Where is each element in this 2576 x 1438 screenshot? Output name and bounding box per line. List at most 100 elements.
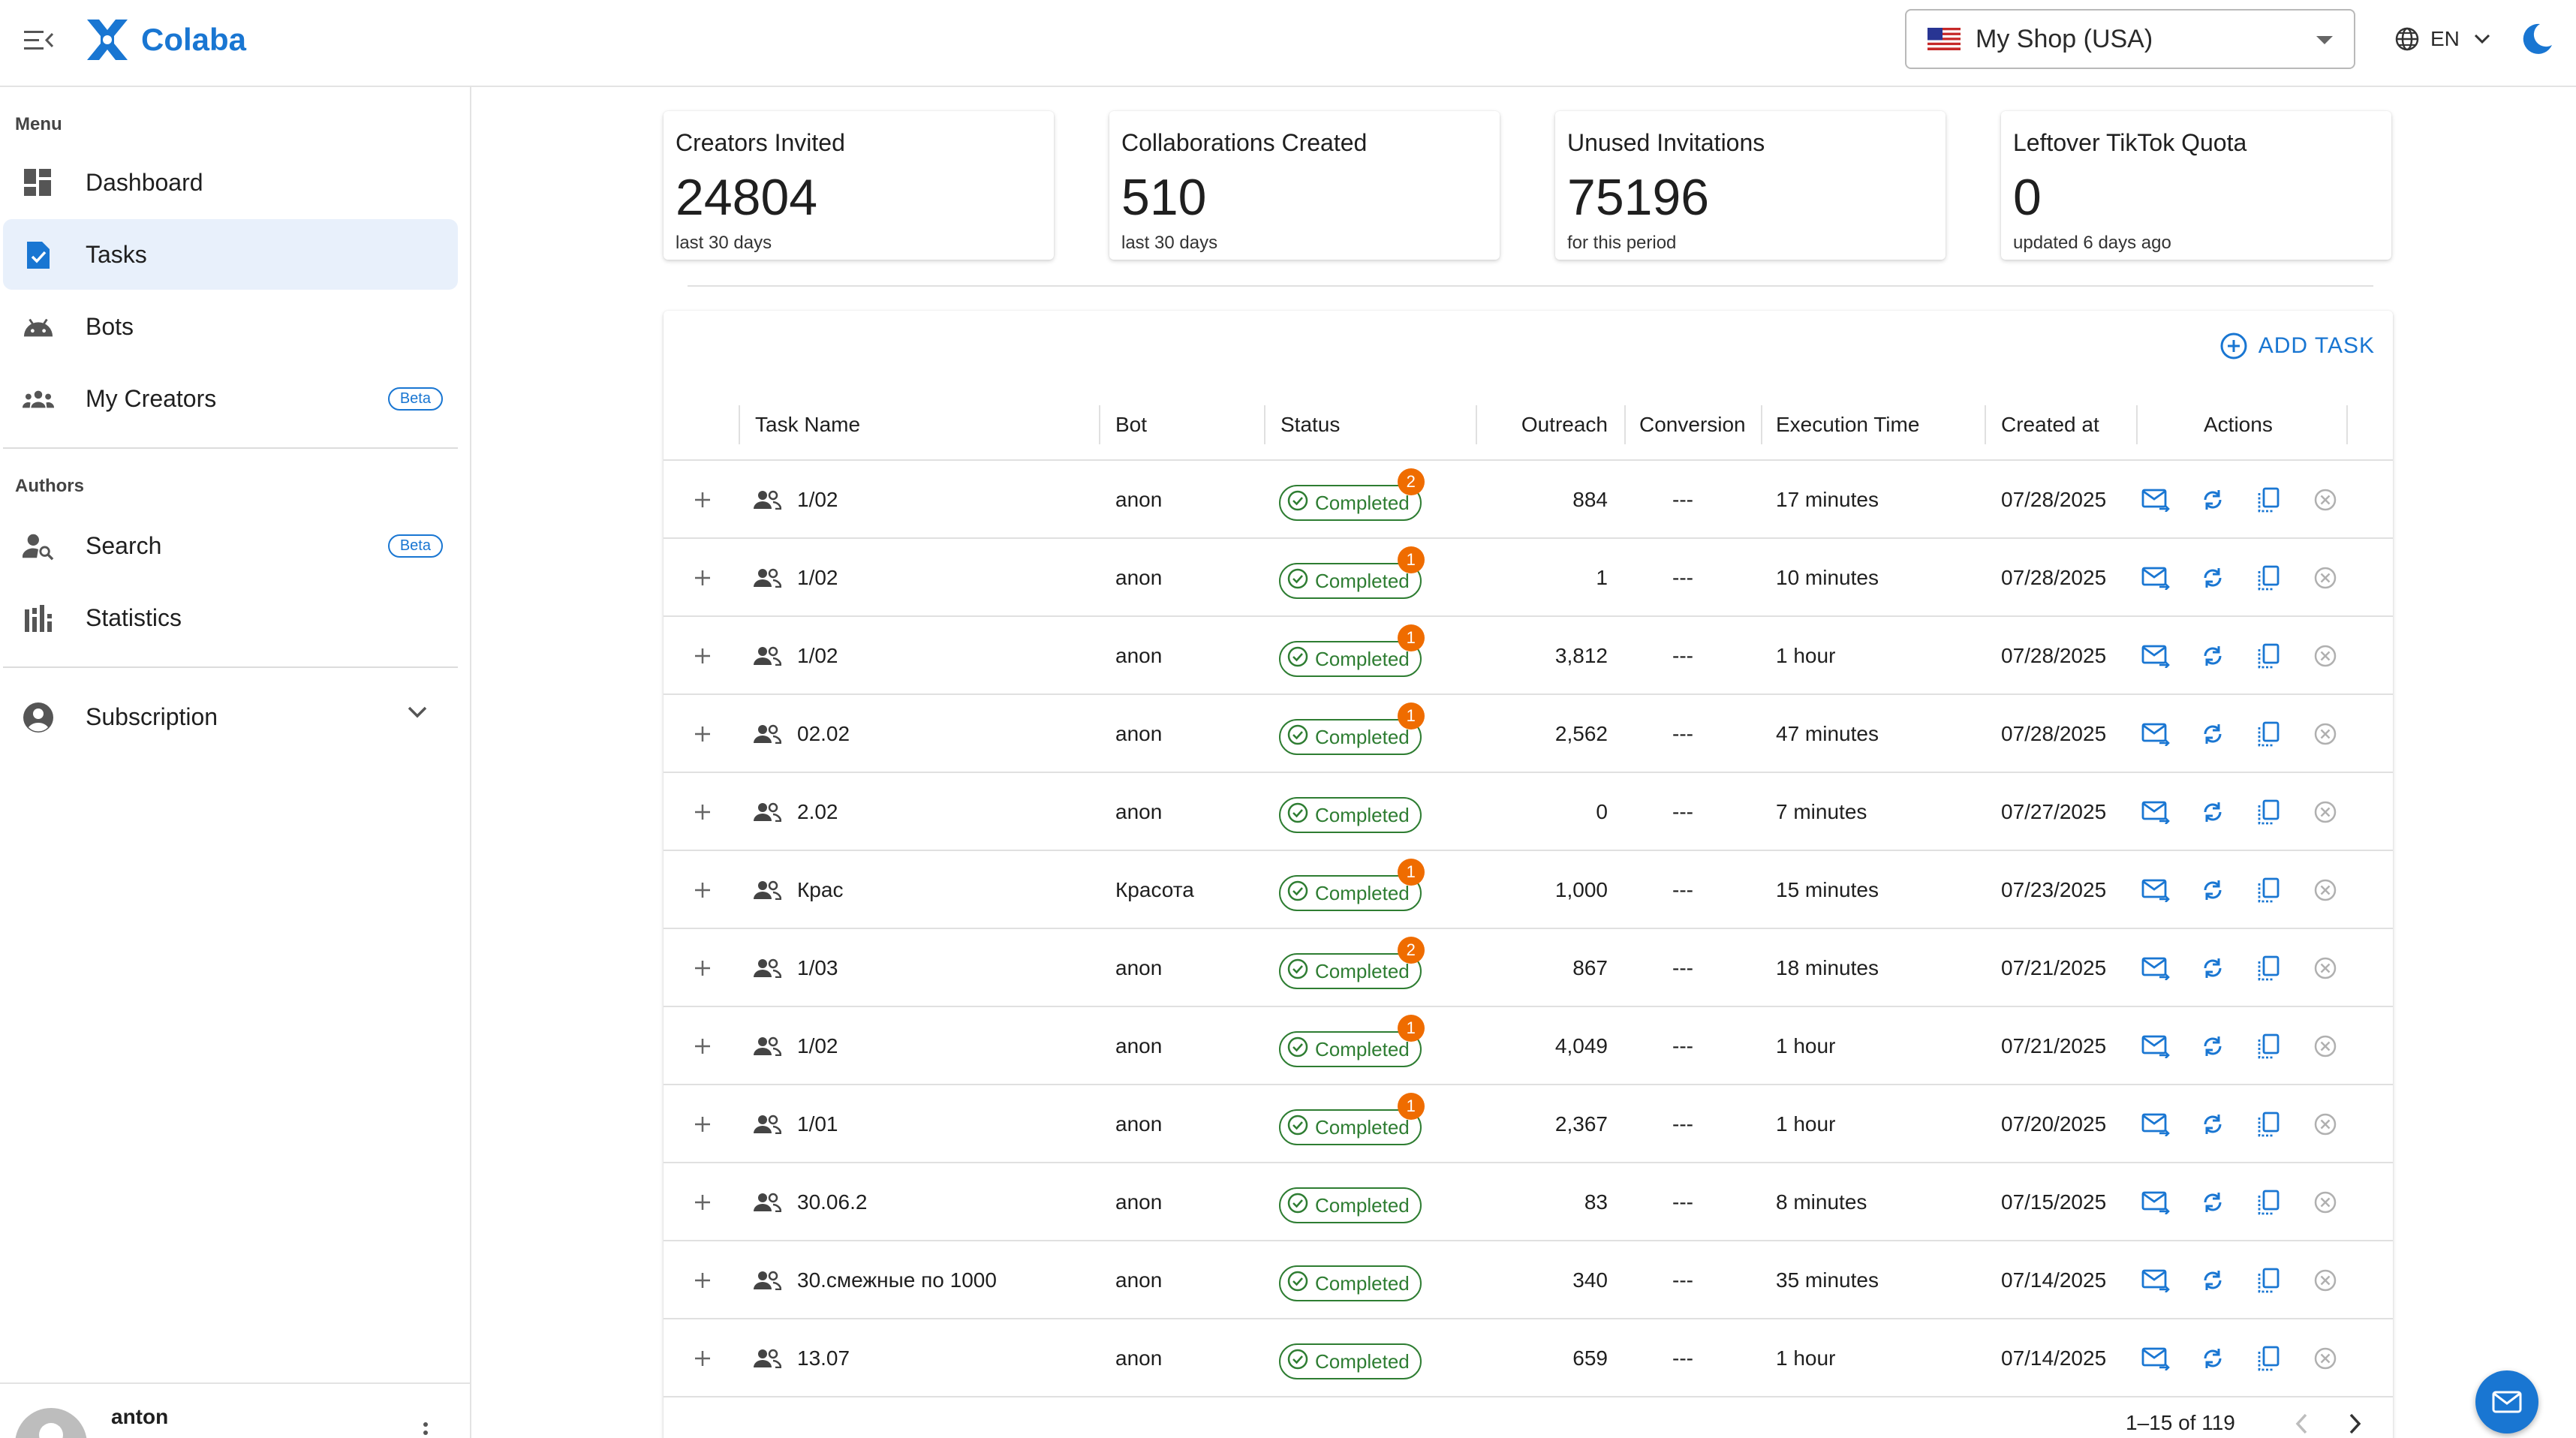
cancel-icon[interactable] [2309, 773, 2342, 851]
send-mail-icon[interactable] [2139, 851, 2172, 929]
expand-row-icon[interactable] [688, 539, 718, 617]
send-mail-icon[interactable] [2139, 1163, 2172, 1241]
table-row[interactable]: 1/02 anon Completed 1 1 --- 10 minutes 0… [664, 539, 2393, 617]
copy-icon[interactable] [2252, 1241, 2285, 1319]
column-header-task-name[interactable]: Task Name [755, 413, 861, 436]
copy-icon[interactable] [2252, 929, 2285, 1007]
sync-icon[interactable] [2196, 1241, 2229, 1319]
cancel-icon[interactable] [2309, 1007, 2342, 1085]
expand-row-icon[interactable] [688, 1085, 718, 1163]
expand-row-icon[interactable] [688, 1241, 718, 1319]
contact-support-button[interactable] [2475, 1370, 2538, 1433]
table-row[interactable]: 13.07 anon Completed 659 --- 1 hour 07/1… [664, 1319, 2393, 1397]
copy-icon[interactable] [2252, 851, 2285, 929]
status-label: Completed [1315, 803, 1410, 826]
sidebar-item-statistics[interactable]: Statistics [3, 582, 458, 653]
column-header-conversion[interactable]: Conversion [1639, 413, 1746, 436]
sync-icon[interactable] [2196, 773, 2229, 851]
copy-icon[interactable] [2252, 539, 2285, 617]
expand-row-icon[interactable] [688, 461, 718, 539]
sync-icon[interactable] [2196, 461, 2229, 539]
expand-row-icon[interactable] [688, 773, 718, 851]
avatar[interactable] [15, 1408, 87, 1438]
table-row[interactable]: 1/03 anon Completed 2 867 --- 18 minutes… [664, 929, 2393, 1007]
sync-icon[interactable] [2196, 929, 2229, 1007]
expand-row-icon[interactable] [688, 1007, 718, 1085]
copy-icon[interactable] [2252, 1319, 2285, 1397]
copy-icon[interactable] [2252, 1007, 2285, 1085]
menu-collapse-icon[interactable] [21, 23, 57, 59]
sync-icon[interactable] [2196, 1007, 2229, 1085]
cancel-icon[interactable] [2309, 929, 2342, 1007]
send-mail-icon[interactable] [2139, 1085, 2172, 1163]
theme-toggle[interactable] [2517, 20, 2556, 59]
table-row[interactable]: 02.02 anon Completed 1 2,562 --- 47 minu… [664, 695, 2393, 773]
expand-row-icon[interactable] [688, 1163, 718, 1241]
copy-icon[interactable] [2252, 695, 2285, 773]
copy-icon[interactable] [2252, 1163, 2285, 1241]
table-row[interactable]: Крас Красота Completed 1 1,000 --- 15 mi… [664, 851, 2393, 929]
cancel-icon[interactable] [2309, 617, 2342, 695]
sidebar-item-subscription[interactable]: Subscription [3, 681, 458, 752]
send-mail-icon[interactable] [2139, 617, 2172, 695]
cancel-icon[interactable] [2309, 461, 2342, 539]
copy-icon[interactable] [2252, 617, 2285, 695]
column-header-bot[interactable]: Bot [1115, 413, 1148, 436]
column-header-status[interactable]: Status [1280, 413, 1341, 436]
app-logo[interactable]: Colaba [84, 14, 246, 66]
cancel-icon[interactable] [2309, 695, 2342, 773]
table-row[interactable]: 1/02 anon Completed 1 4,049 --- 1 hour 0… [664, 1007, 2393, 1085]
sidebar-item-dashboard[interactable]: Dashboard [3, 147, 458, 218]
sidebar-item-my-creators[interactable]: My Creators Beta [3, 363, 458, 434]
send-mail-icon[interactable] [2139, 1319, 2172, 1397]
sync-icon[interactable] [2196, 617, 2229, 695]
sync-icon[interactable] [2196, 695, 2229, 773]
cancel-icon[interactable] [2309, 1085, 2342, 1163]
table-row[interactable]: 1/02 anon Completed 1 3,812 --- 1 hour 0… [664, 617, 2393, 695]
send-mail-icon[interactable] [2139, 539, 2172, 617]
copy-icon[interactable] [2252, 773, 2285, 851]
table-row[interactable]: 30.06.2 anon Completed 83 --- 8 minutes … [664, 1163, 2393, 1241]
send-mail-icon[interactable] [2139, 461, 2172, 539]
column-header-execution-time[interactable]: Execution Time [1776, 413, 1920, 436]
sync-icon[interactable] [2196, 851, 2229, 929]
sidebar-item-bots[interactable]: Bots [3, 291, 458, 362]
chevron-right-icon[interactable] [2348, 1412, 2363, 1435]
sync-icon[interactable] [2196, 1319, 2229, 1397]
sidebar-item-tasks[interactable]: Tasks [3, 219, 458, 290]
cancel-icon[interactable] [2309, 851, 2342, 929]
add-task-button[interactable]: ADD TASK [2219, 329, 2375, 363]
send-mail-icon[interactable] [2139, 1007, 2172, 1085]
notification-badge: 2 [1397, 937, 1425, 964]
table-row[interactable]: 1/02 anon Completed 2 884 --- 17 minutes… [664, 461, 2393, 539]
shop-select[interactable]: My Shop (USA) [1905, 9, 2355, 69]
expand-row-icon[interactable] [688, 695, 718, 773]
send-mail-icon[interactable] [2139, 1241, 2172, 1319]
sync-icon[interactable] [2196, 1085, 2229, 1163]
sync-icon[interactable] [2196, 539, 2229, 617]
sync-icon[interactable] [2196, 1163, 2229, 1241]
expand-row-icon[interactable] [688, 1319, 718, 1397]
table-row[interactable]: 1/01 anon Completed 1 2,367 --- 1 hour 0… [664, 1085, 2393, 1163]
table-row[interactable]: 2.02 anon Completed 0 --- 7 minutes 07/2… [664, 773, 2393, 851]
copy-icon[interactable] [2252, 1085, 2285, 1163]
send-mail-icon[interactable] [2139, 773, 2172, 851]
cancel-icon[interactable] [2309, 1241, 2342, 1319]
column-header-outreach[interactable]: Outreach [1521, 413, 1608, 436]
cancel-icon[interactable] [2309, 539, 2342, 617]
send-mail-icon[interactable] [2139, 695, 2172, 773]
cancel-icon[interactable] [2309, 1163, 2342, 1241]
expand-row-icon[interactable] [688, 617, 718, 695]
expand-row-icon[interactable] [688, 851, 718, 929]
column-header-created-at[interactable]: Created at [2001, 413, 2099, 436]
more-vertical-icon[interactable] [422, 1421, 429, 1438]
chevron-left-icon[interactable] [2294, 1412, 2309, 1435]
user-account[interactable]: anton [0, 1382, 471, 1438]
language-select[interactable]: EN [2394, 23, 2491, 56]
expand-row-icon[interactable] [688, 929, 718, 1007]
cancel-icon[interactable] [2309, 1319, 2342, 1397]
table-row[interactable]: 30.смежные по 1000 anon Completed 340 --… [664, 1241, 2393, 1319]
send-mail-icon[interactable] [2139, 929, 2172, 1007]
copy-icon[interactable] [2252, 461, 2285, 539]
sidebar-item-search[interactable]: Search Beta [3, 510, 458, 581]
